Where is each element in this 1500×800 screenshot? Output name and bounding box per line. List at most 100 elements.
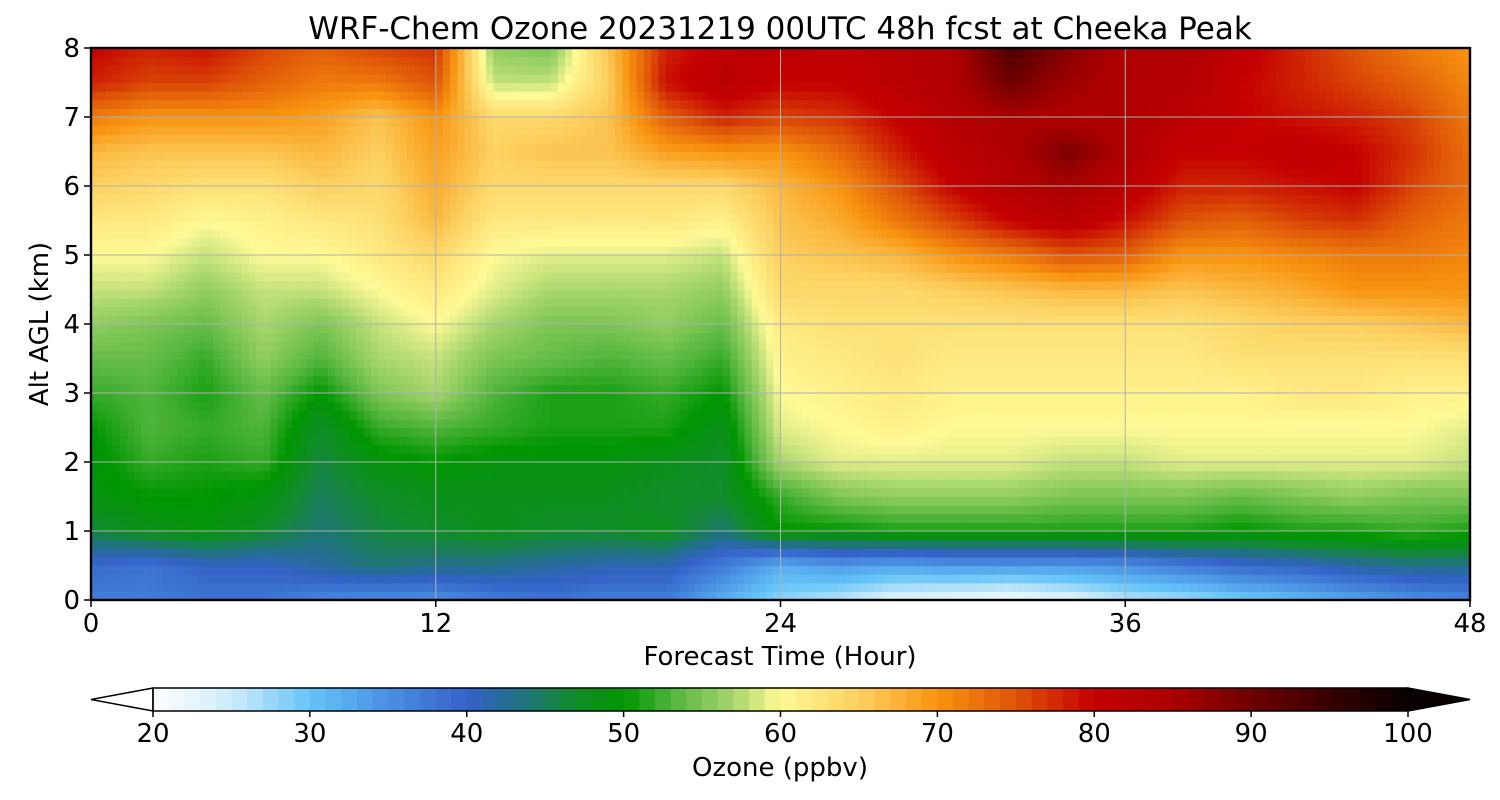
- heatmap-cell: [435, 263, 444, 273]
- heatmap-cell: [263, 341, 272, 351]
- heatmap-cell: [529, 289, 537, 299]
- heatmap-cell: [191, 513, 200, 523]
- heatmap-cell: [184, 220, 193, 230]
- heatmap-cell: [256, 203, 264, 213]
- heatmap-cell: [98, 91, 106, 101]
- heatmap-cell: [521, 375, 530, 385]
- heatmap-cell: [521, 160, 530, 170]
- heatmap-cell: [284, 565, 293, 575]
- heatmap-cell: [105, 177, 114, 187]
- heatmap-cell: [428, 272, 437, 282]
- heatmap-cell: [600, 410, 609, 420]
- heatmap-cell: [644, 151, 652, 161]
- heatmap-cell: [450, 168, 458, 178]
- heatmap-cell: [471, 229, 480, 239]
- heatmap-cell: [105, 470, 114, 480]
- heatmap-cell: [134, 298, 142, 308]
- heatmap-cell: [220, 211, 229, 222]
- heatmap-cell: [608, 522, 616, 532]
- heatmap-cell: [184, 539, 193, 549]
- heatmap-cell: [507, 565, 516, 575]
- heatmap-cell: [263, 522, 272, 532]
- heatmap-cell: [392, 263, 401, 273]
- heatmap-cell: [342, 384, 351, 394]
- heatmap-cell: [442, 91, 451, 101]
- heatmap-cell: [198, 591, 207, 600]
- heatmap-cell: [277, 462, 286, 472]
- heatmap-cell: [457, 108, 466, 118]
- heatmap-cell: [299, 246, 308, 256]
- heatmap-cell: [500, 539, 509, 549]
- heatmap-cell: [91, 142, 99, 153]
- heatmap-cell: [306, 108, 315, 118]
- heatmap-cell: [644, 298, 652, 308]
- heatmap-cell: [98, 358, 106, 368]
- heatmap-cell: [557, 177, 566, 187]
- heatmap-cell: [442, 211, 451, 222]
- heatmap-cell: [378, 324, 387, 334]
- heatmap-cell: [622, 177, 631, 187]
- heatmap-cell: [134, 324, 142, 334]
- heatmap-cell: [198, 505, 207, 515]
- heatmap-cell: [514, 142, 523, 153]
- heatmap-cell: [428, 280, 437, 291]
- heatmap-cell: [622, 289, 631, 299]
- heatmap-cell: [378, 56, 387, 66]
- heatmap-cell: [615, 220, 624, 230]
- heatmap-cell: [622, 591, 631, 600]
- heatmap-cell: [536, 203, 545, 213]
- heatmap-cell: [378, 591, 387, 600]
- heatmap-cell: [442, 324, 451, 334]
- heatmap-cell: [198, 375, 207, 385]
- heatmap-cell: [119, 332, 128, 342]
- heatmap-cell: [536, 341, 545, 351]
- heatmap-cell: [457, 298, 466, 308]
- heatmap-cell: [507, 418, 516, 429]
- heatmap-cell: [629, 65, 638, 75]
- heatmap-cell: [328, 393, 336, 403]
- heatmap-cell: [457, 462, 466, 472]
- heatmap-cell: [91, 160, 99, 170]
- heatmap-cell: [600, 565, 609, 575]
- heatmap-cell: [112, 99, 121, 109]
- heatmap-cell: [392, 99, 401, 109]
- heatmap-cell: [399, 358, 408, 368]
- heatmap-cell: [335, 134, 343, 144]
- heatmap-cell: [493, 142, 501, 153]
- heatmap-cell: [579, 487, 588, 498]
- heatmap-cell: [277, 255, 286, 265]
- heatmap-cell: [234, 574, 243, 584]
- heatmap-cell: [313, 56, 322, 66]
- heatmap-cell: [392, 237, 401, 247]
- heatmap-cell: [119, 401, 128, 411]
- heatmap-cell: [514, 229, 523, 239]
- heatmap-cell: [141, 462, 150, 472]
- heatmap-cell: [615, 315, 624, 325]
- heatmap-cell: [148, 548, 157, 558]
- heatmap-cell: [457, 272, 466, 282]
- heatmap-cell: [335, 65, 343, 75]
- heatmap-cell: [464, 73, 473, 84]
- heatmap-cell: [170, 151, 178, 161]
- heatmap-cell: [220, 315, 229, 325]
- heatmap-cell: [464, 375, 473, 385]
- heatmap-cell: [385, 56, 394, 66]
- heatmap-cell: [328, 65, 336, 75]
- heatmap-cell: [414, 289, 422, 299]
- heatmap-cell: [292, 565, 300, 575]
- heatmap-cell: [557, 246, 566, 256]
- heatmap-cell: [205, 160, 214, 170]
- heatmap-cell: [270, 99, 279, 109]
- heatmap-cell: [184, 280, 193, 291]
- heatmap-cell: [565, 117, 573, 127]
- heatmap-cell: [270, 134, 279, 144]
- heatmap-cell: [335, 272, 343, 282]
- heatmap-cell: [263, 48, 272, 58]
- heatmap-cell: [565, 160, 573, 170]
- heatmap-cell: [191, 522, 200, 532]
- heatmap-cell: [306, 349, 315, 360]
- heatmap-cell: [392, 384, 401, 394]
- heatmap-cell: [148, 229, 157, 239]
- heatmap-cell: [586, 384, 595, 394]
- heatmap-cell: [284, 280, 293, 291]
